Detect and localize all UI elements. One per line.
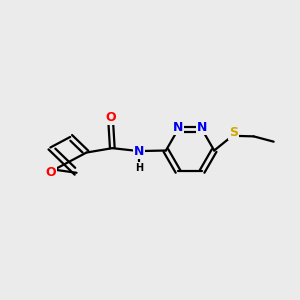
Text: N: N [134,145,144,158]
Text: N: N [173,121,183,134]
Text: N: N [197,121,207,134]
Text: O: O [45,166,56,179]
Text: S: S [230,126,238,139]
Text: O: O [106,111,116,124]
Text: H: H [135,163,143,173]
